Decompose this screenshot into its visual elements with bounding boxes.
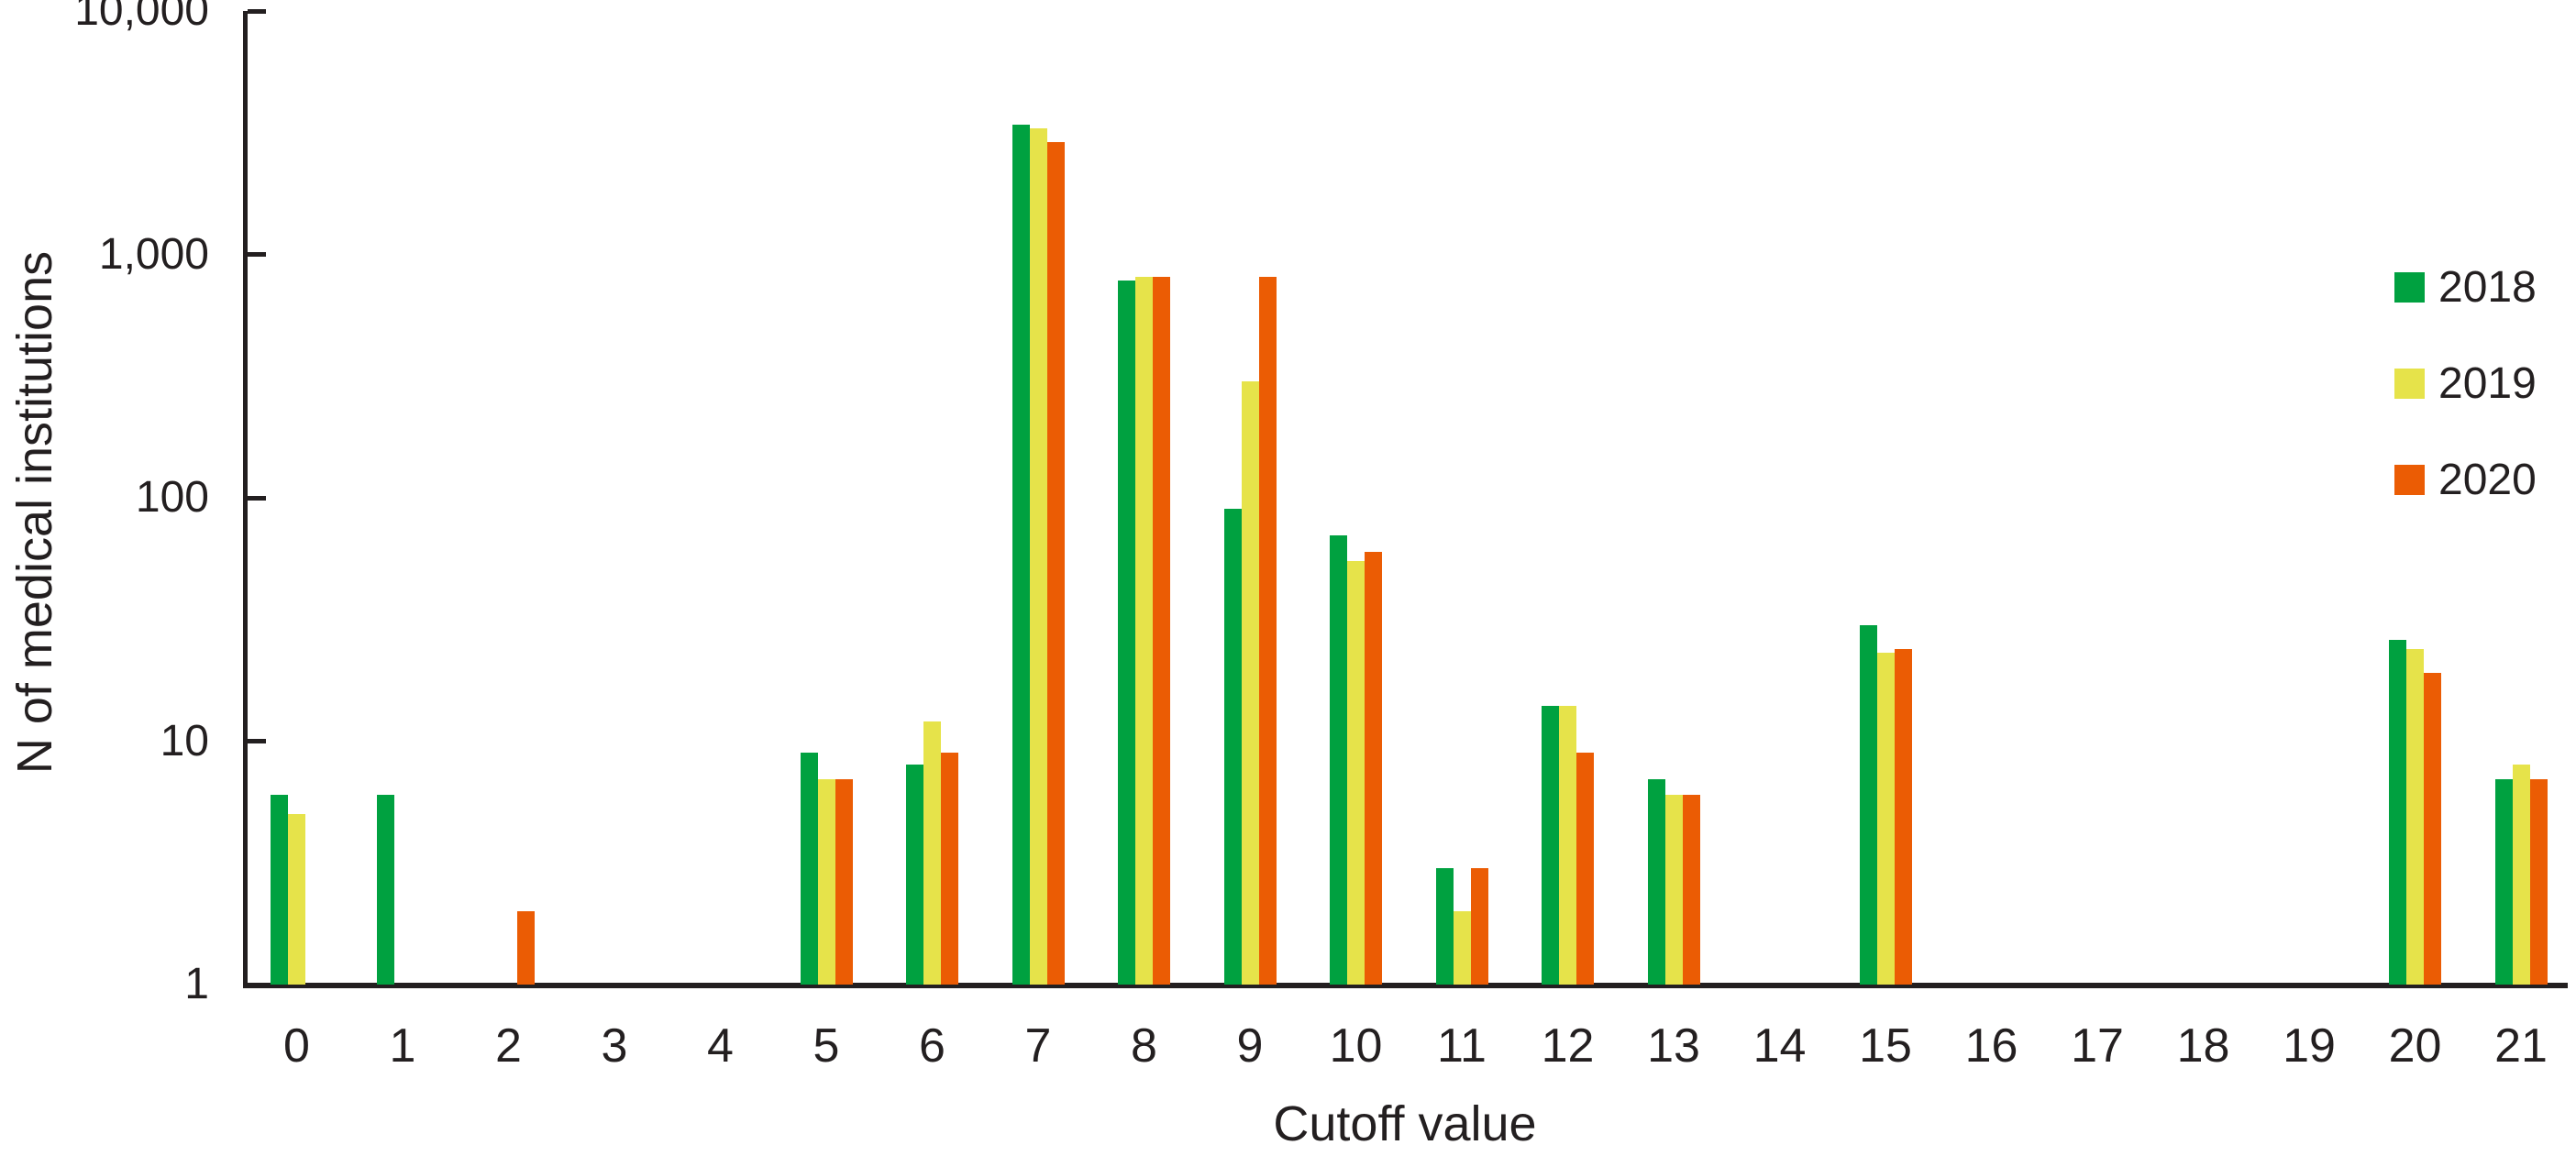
legend-label-2020: 2020 (2438, 456, 2537, 504)
y-tick-label-1000: 1,000 (98, 229, 209, 279)
bar-2018-cat-11 (1435, 868, 1454, 985)
x-cat-label-10: 10 (1329, 1019, 1383, 1073)
x-cat-label-4: 4 (707, 1019, 734, 1073)
bar-2018-cat-15 (1859, 624, 1877, 985)
bar-2018-cat-1 (376, 795, 394, 985)
bar-2019-cat-0 (288, 814, 305, 985)
bar-2018-cat-12 (1542, 705, 1559, 985)
legend-swatch-2019 (2394, 369, 2425, 399)
bar-2020-cat-12 (1576, 752, 1594, 985)
bar-2020-cat-8 (1153, 276, 1170, 985)
bar-2020-cat-5 (835, 778, 853, 985)
y-tick-label-100: 100 (135, 473, 209, 522)
x-cat-label-12: 12 (1541, 1019, 1595, 1073)
x-cat-label-0: 0 (283, 1019, 310, 1073)
bar-2020-cat-20 (2424, 673, 2441, 985)
x-cat-label-19: 19 (2283, 1019, 2336, 1073)
legend: 2018 2019 2020 (2394, 263, 2537, 561)
x-cat-label-7: 7 (1024, 1019, 1052, 1073)
bar-2019-cat-12 (1559, 705, 1576, 985)
bar-2019-cat-5 (817, 778, 835, 985)
x-cat-label-2: 2 (495, 1019, 522, 1073)
bar-2019-cat-15 (1876, 653, 1895, 985)
bar-2020-cat-11 (1470, 868, 1488, 985)
bar-2018-cat-10 (1330, 535, 1347, 985)
x-cat-label-15: 15 (1859, 1019, 1912, 1073)
x-cat-label-18: 18 (2176, 1019, 2230, 1073)
legend-swatch-2018 (2394, 272, 2425, 303)
x-cat-label-8: 8 (1131, 1019, 1157, 1073)
bar-2020-cat-15 (1894, 648, 1912, 985)
bar-2018-cat-6 (906, 765, 923, 985)
bar-2019-cat-11 (1453, 911, 1471, 985)
bar-2020-cat-6 (941, 752, 958, 985)
y-tick-label-10: 10 (160, 716, 209, 765)
bar-2018-cat-21 (2494, 778, 2513, 985)
x-cat-label-5: 5 (813, 1019, 840, 1073)
bar-2018-cat-9 (1223, 509, 1242, 985)
x-cat-label-14: 14 (1752, 1019, 1807, 1073)
bar-2020-cat-21 (2529, 778, 2548, 985)
bar-2018-cat-7 (1012, 125, 1030, 985)
y-tick-10000 (248, 8, 266, 14)
bar-2020-cat-13 (1682, 795, 1700, 985)
legend-item-2020: 2020 (2394, 456, 2537, 504)
bar-2019-cat-10 (1347, 560, 1365, 985)
bar-2019-cat-13 (1664, 795, 1683, 985)
bar-2019-cat-8 (1135, 276, 1153, 985)
x-axis-line (243, 983, 2568, 988)
bar-2020-cat-9 (1258, 276, 1277, 985)
legend-item-2019: 2019 (2394, 359, 2537, 408)
bar-2020-cat-10 (1365, 551, 1382, 985)
x-cat-label-13: 13 (1647, 1019, 1700, 1073)
x-axis-title: Cutoff value (1273, 1096, 1537, 1151)
bar-2019-cat-6 (923, 721, 941, 985)
x-cat-label-21: 21 (2494, 1019, 2548, 1073)
x-cat-label-9: 9 (1236, 1019, 1264, 1073)
bar-2018-cat-5 (800, 752, 818, 985)
bar-2019-cat-9 (1241, 381, 1259, 985)
legend-swatch-2020 (2394, 465, 2425, 495)
bar-2018-cat-8 (1118, 281, 1135, 985)
y-tick-label-10000: 10,000 (74, 0, 209, 35)
y-axis-line (243, 11, 248, 988)
bar-2019-cat-21 (2512, 765, 2530, 985)
bar-2020-cat-2 (517, 911, 535, 985)
x-cat-label-20: 20 (2388, 1019, 2442, 1073)
x-cat-label-3: 3 (601, 1019, 628, 1073)
x-cat-label-17: 17 (2071, 1019, 2124, 1073)
x-cat-label-1: 1 (389, 1019, 416, 1073)
y-tick-10 (248, 739, 266, 743)
bar-2019-cat-7 (1029, 127, 1047, 985)
legend-item-2018: 2018 (2394, 263, 2537, 312)
y-tick-label-1: 1 (184, 960, 209, 1008)
x-cat-label-11: 11 (1437, 1019, 1487, 1073)
bar-2018-cat-0 (271, 795, 288, 985)
x-cat-label-6: 6 (919, 1019, 945, 1073)
y-tick-1000 (248, 252, 266, 257)
bar-2020-cat-7 (1046, 141, 1065, 985)
x-cat-label-16: 16 (1964, 1019, 2018, 1073)
bar-2019-cat-20 (2406, 648, 2424, 985)
bar-2018-cat-20 (2389, 640, 2406, 985)
y-tick-100 (248, 495, 266, 501)
bar-2018-cat-13 (1647, 778, 1665, 985)
legend-label-2018: 2018 (2438, 263, 2537, 312)
legend-label-2019: 2019 (2438, 359, 2537, 408)
